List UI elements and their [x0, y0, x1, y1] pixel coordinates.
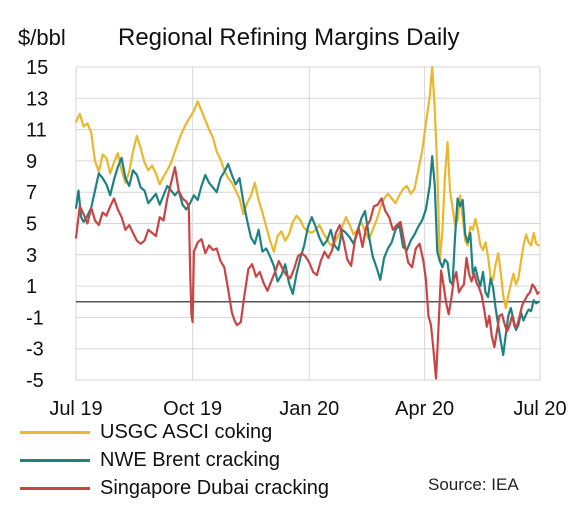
y-tick-label: 5 [26, 214, 37, 236]
legend-swatch-usgc [20, 430, 90, 434]
chart-title: Regional Refining Margins Daily [118, 24, 460, 51]
legend-swatch-nwe [20, 458, 90, 462]
y-tick-label: 1 [26, 276, 37, 298]
y-tick-label: 9 [26, 151, 37, 173]
y-tick-label: 15 [26, 57, 48, 79]
y-tick-label: -1 [26, 307, 44, 329]
legend-label-singapore: Singapore Dubai cracking [100, 476, 330, 499]
y-tick-label: -5 [26, 370, 44, 392]
y-tick-label: 7 [26, 182, 37, 204]
series-line-singapore [74, 166, 540, 380]
x-tick-label: Jul 19 [49, 398, 102, 420]
series-line-nwe [74, 155, 540, 357]
x-tick-label: Apr 20 [395, 398, 454, 420]
y-axis-ticks: 15 13 11 9 7 5 3 1 -1 -3 -5 [26, 57, 48, 392]
x-tick-label: Jul 20 [513, 398, 566, 420]
legend-item-singapore: Singapore Dubai cracking [20, 474, 329, 502]
legend-item-usgc: USGC ASCI coking [20, 418, 329, 446]
series-lines [74, 65, 540, 380]
y-axis-unit: $/bbl [18, 25, 66, 50]
grid-lines [75, 66, 541, 381]
x-tick-label: Oct 19 [163, 398, 222, 420]
legend-swatch-singapore [20, 486, 90, 490]
legend-label-nwe: NWE Brent cracking [100, 448, 281, 471]
legend-label-usgc: USGC ASCI coking [100, 420, 273, 443]
source-note: Source: IEA [428, 475, 519, 494]
legend: USGC ASCI coking NWE Brent cracking Sing… [20, 418, 329, 502]
y-tick-label: 13 [26, 88, 48, 110]
x-tick-label: Jan 20 [279, 398, 339, 420]
y-tick-label: -3 [26, 339, 44, 361]
y-tick-label: 11 [26, 120, 47, 142]
x-axis-ticks: Jul 19 Oct 19 Jan 20 Apr 20 Jul 20 [49, 398, 566, 420]
legend-item-nwe: NWE Brent cracking [20, 446, 329, 474]
y-tick-label: 3 [26, 245, 37, 267]
